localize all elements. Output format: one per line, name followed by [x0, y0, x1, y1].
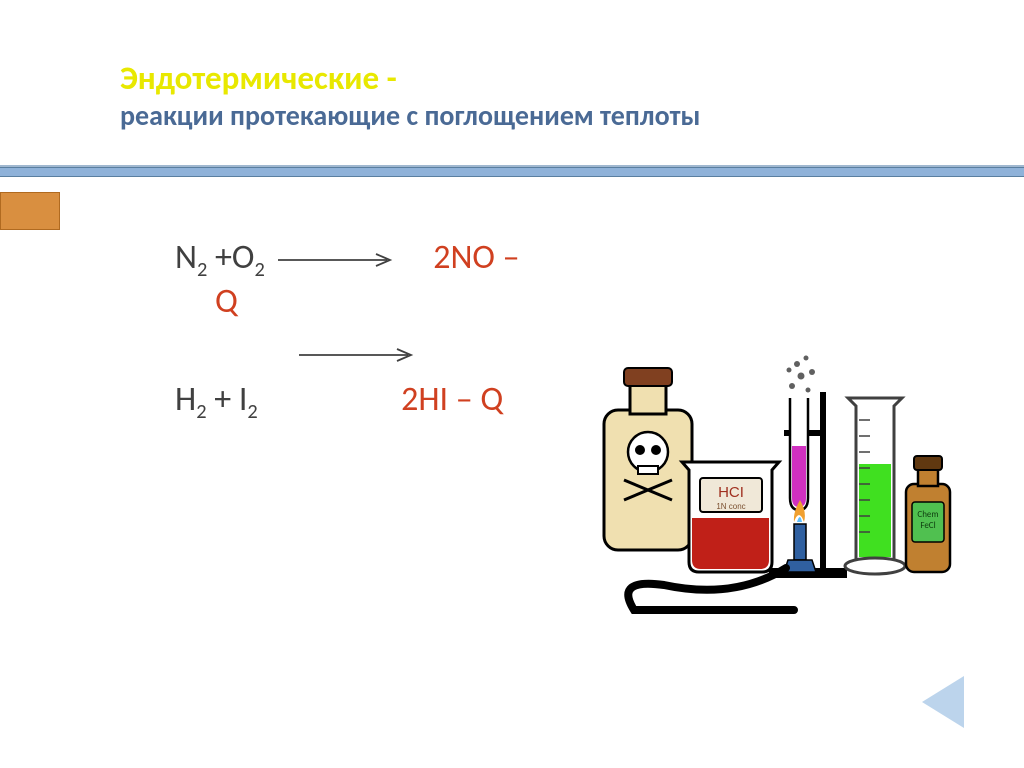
eq1-rhs: 2NO: [433, 237, 495, 278]
test-tube-stand-icon: [769, 356, 847, 579]
hose-icon: [628, 568, 794, 610]
horizontal-rule: [0, 165, 1024, 179]
eq1-Q: Q: [215, 281, 238, 322]
bunsen-burner-icon: [784, 500, 816, 572]
slide-title: Эндотермические - реакции протекающие с …: [120, 58, 964, 133]
arrow-2-row: [175, 333, 520, 374]
equations-block: N2 +O2 2NO – Q H2 + I2 2HI – Q: [175, 238, 520, 424]
eq1-lhs: N2 +O2: [175, 237, 265, 278]
small-bottle-icon: Chem FeCl: [906, 456, 950, 572]
svg-text:FeCl: FeCl: [920, 520, 935, 531]
eq1-tail-start: –: [495, 237, 520, 278]
svg-text:1N conc: 1N conc: [716, 502, 745, 511]
svg-text:Chem: Chem: [917, 509, 938, 520]
equation-1: N2 +O2 2NO –: [175, 238, 520, 282]
eq2-lhs: H2 + I2: [175, 379, 258, 420]
eq2-rhs: 2HI: [401, 379, 448, 420]
horizontal-rule-fill: [0, 167, 1024, 177]
chemistry-illustration: HCI 1N conc: [594, 350, 954, 620]
previous-slide-button[interactable]: [922, 676, 964, 728]
title-rest: реакции протекающие с поглощением теплот…: [120, 98, 700, 133]
graduated-cylinder-icon: [845, 398, 905, 574]
title-keyword: Эндотермические: [120, 58, 379, 98]
hcl-beaker-icon: HCI 1N conc: [682, 462, 779, 572]
arrow-icon: [272, 250, 402, 270]
eq2-tail: – Q: [448, 379, 503, 420]
title-dash: -: [379, 58, 397, 98]
equation-1-wrap: Q: [175, 282, 520, 323]
svg-text:HCI: HCI: [718, 484, 744, 501]
side-accent-tab: [0, 192, 60, 230]
equation-2: H2 + I2 2HI – Q: [175, 380, 520, 424]
arrow-icon: [293, 345, 423, 365]
poison-bottle-icon: [604, 368, 692, 550]
